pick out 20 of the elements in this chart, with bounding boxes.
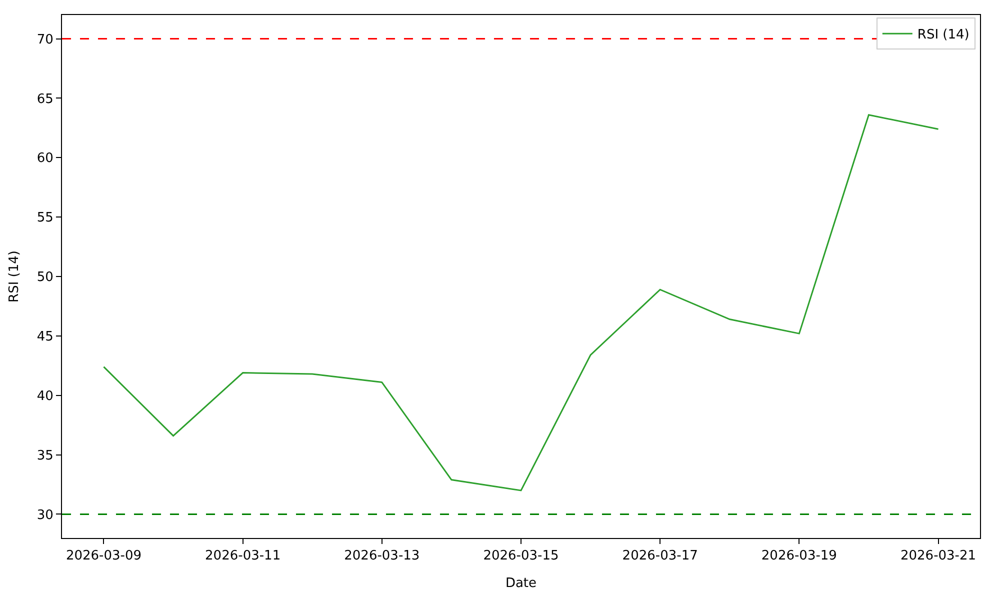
- legend-label: RSI (14): [917, 28, 970, 43]
- y-tick-label: 30: [36, 508, 54, 523]
- x-axis-title: Date: [505, 576, 537, 592]
- x-tick-label: 2026-03-17: [622, 548, 698, 564]
- y-tick-label: 55: [36, 210, 54, 226]
- y-tick-label: 50: [36, 270, 54, 286]
- x-tick-label: 2026-03-19: [761, 548, 837, 564]
- x-tick-label: 2026-03-11: [205, 548, 281, 564]
- y-tick-label: 35: [36, 448, 54, 464]
- x-tick-label: 2026-03-15: [483, 548, 559, 564]
- y-tick-label: 60: [36, 151, 54, 166]
- y-tick-label: 45: [36, 329, 54, 344]
- y-axis-title: RSI (14): [6, 250, 22, 302]
- y-tick-label: 70: [36, 32, 54, 48]
- y-tick-label: 65: [36, 92, 54, 107]
- y-tick-label: 40: [36, 388, 54, 404]
- x-tick-label: 2026-03-09: [66, 548, 142, 564]
- x-tick-label: 2026-03-21: [900, 548, 976, 564]
- line-series: [102, 114, 940, 492]
- x-tick-label: 2026-03-13: [344, 548, 420, 564]
